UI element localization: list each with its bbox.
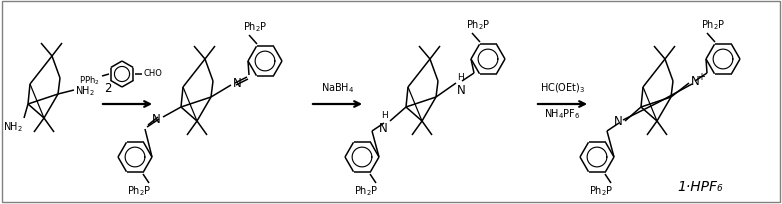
Text: Ph$_2$P: Ph$_2$P: [701, 18, 725, 32]
Text: NH$_2$: NH$_2$: [3, 119, 23, 133]
Text: H: H: [457, 73, 464, 82]
Text: 2: 2: [104, 82, 112, 95]
Text: N: N: [152, 113, 161, 126]
Text: N: N: [691, 75, 700, 88]
Text: NH$_4$PF$_6$: NH$_4$PF$_6$: [544, 106, 581, 120]
Text: Ph$_2$P: Ph$_2$P: [353, 183, 378, 197]
Text: PPh$_2$: PPh$_2$: [79, 74, 100, 87]
Text: H: H: [382, 110, 388, 119]
Text: NaBH$_4$: NaBH$_4$: [321, 81, 354, 94]
Text: N: N: [379, 121, 388, 134]
Text: Ph$_2$P: Ph$_2$P: [589, 183, 613, 197]
Text: CHO: CHO: [143, 69, 162, 78]
Text: HC(OEt)$_3$: HC(OEt)$_3$: [540, 81, 585, 94]
Text: +: +: [697, 72, 705, 82]
Text: Ph$_2$P: Ph$_2$P: [466, 18, 490, 32]
Text: 1·HPF₆: 1·HPF₆: [677, 179, 723, 193]
Text: N: N: [457, 84, 466, 96]
Text: N: N: [233, 77, 242, 90]
Text: Ph$_2$P: Ph$_2$P: [242, 20, 267, 34]
Text: NH$_2$: NH$_2$: [75, 84, 95, 98]
Text: N: N: [614, 115, 623, 128]
Text: Ph$_2$P: Ph$_2$P: [127, 183, 151, 197]
